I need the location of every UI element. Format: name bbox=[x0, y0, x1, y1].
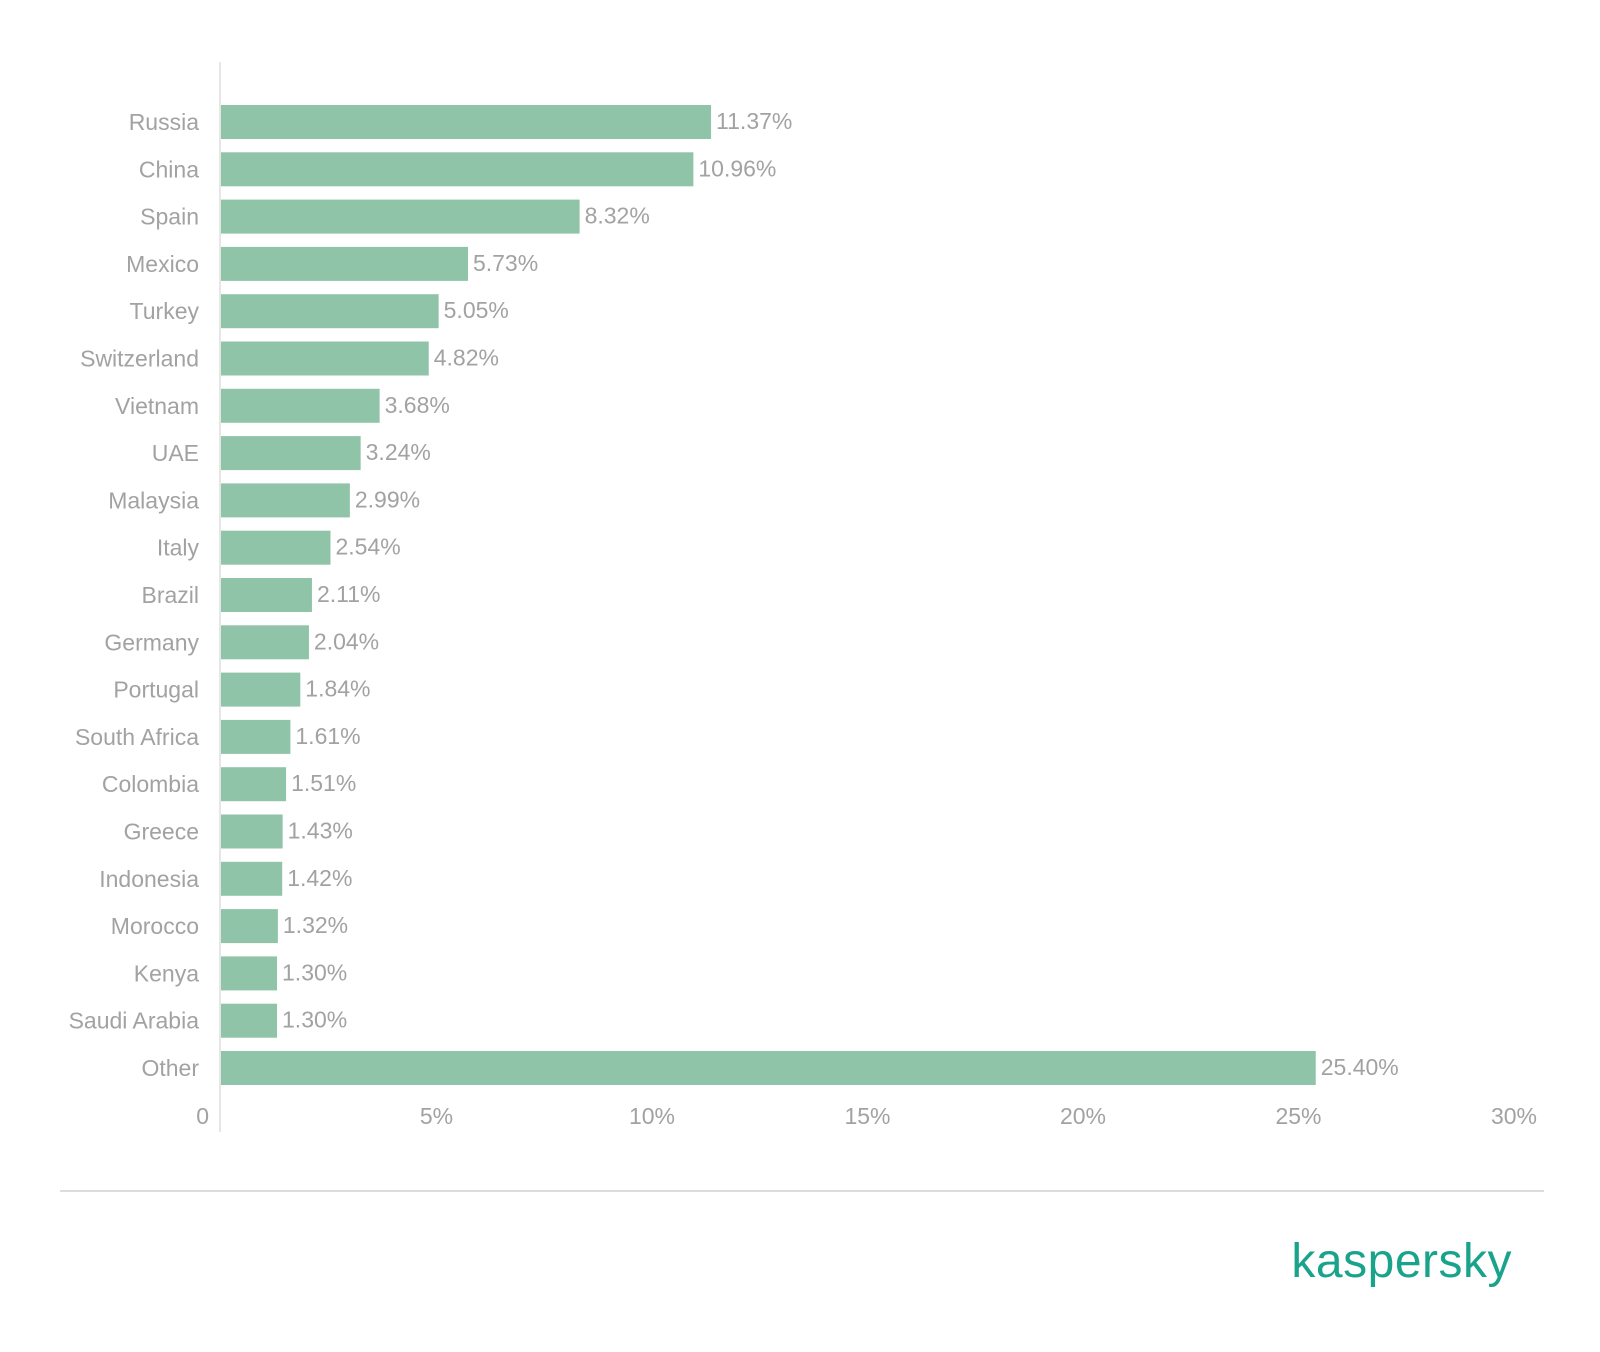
x-tick-label: 25% bbox=[1275, 1103, 1321, 1129]
category-label: Spain bbox=[140, 204, 199, 230]
category-label: Morocco bbox=[111, 913, 199, 939]
bar-germany bbox=[221, 625, 309, 660]
bar-malaysia bbox=[221, 483, 350, 518]
category-label: Greece bbox=[124, 819, 199, 845]
data-label: 1.84% bbox=[305, 676, 370, 702]
x-tick-label: 15% bbox=[844, 1103, 890, 1129]
data-label: 1.30% bbox=[282, 959, 347, 985]
bar-uae bbox=[221, 436, 361, 471]
category-label: Germany bbox=[104, 629, 199, 655]
category-label: Brazil bbox=[141, 582, 199, 608]
data-label: 2.99% bbox=[355, 486, 420, 512]
data-label: 2.04% bbox=[314, 628, 379, 654]
bar-italy bbox=[221, 530, 331, 565]
data-label: 25.40% bbox=[1321, 1054, 1399, 1080]
kaspersky-logo: kaspersky bbox=[1291, 1235, 1512, 1288]
category-label: Kenya bbox=[134, 960, 199, 986]
bar-other bbox=[221, 1051, 1316, 1085]
category-label: Italy bbox=[157, 535, 200, 561]
bar-brazil bbox=[221, 578, 312, 612]
data-label: 10.96% bbox=[698, 155, 776, 181]
x-tick-label: 20% bbox=[1060, 1103, 1106, 1129]
category-label: Portugal bbox=[113, 677, 199, 703]
category-label: South Africa bbox=[75, 724, 199, 750]
bar-vietnam bbox=[221, 388, 380, 423]
data-label: 4.82% bbox=[434, 345, 499, 371]
category-label: Mexico bbox=[126, 251, 199, 277]
bar-switzerland bbox=[221, 341, 429, 376]
x-tick-label: 10% bbox=[629, 1103, 675, 1129]
x-tick-label: 0 bbox=[196, 1103, 209, 1129]
divider-line bbox=[60, 1190, 1544, 1192]
category-label: UAE bbox=[152, 440, 199, 466]
data-label: 1.43% bbox=[288, 818, 353, 844]
category-label: Vietnam bbox=[115, 393, 199, 419]
category-label: Turkey bbox=[130, 298, 200, 324]
category-label: Malaysia bbox=[108, 487, 199, 513]
data-label: 2.54% bbox=[335, 534, 400, 560]
data-label: 1.42% bbox=[287, 865, 352, 891]
bar-kenya bbox=[221, 956, 278, 991]
bar-chart: Russia 11.37% China 10.96% Spain 8.32% Mexico 5… bbox=[69, 62, 1537, 1132]
category-label: Indonesia bbox=[99, 866, 199, 892]
data-label: 5.05% bbox=[444, 297, 509, 323]
bar-colombia bbox=[221, 767, 287, 802]
category-label: Switzerland bbox=[80, 346, 199, 372]
bar-saudi-arabia bbox=[221, 1003, 278, 1038]
data-label: 1.32% bbox=[283, 912, 348, 938]
bar-morocco bbox=[221, 909, 278, 944]
data-label: 8.32% bbox=[585, 203, 650, 229]
data-label: 11.37% bbox=[716, 108, 792, 134]
bar-indonesia bbox=[221, 861, 283, 896]
data-label: 1.61% bbox=[295, 723, 360, 749]
data-label: 5.73% bbox=[473, 250, 538, 276]
data-label: 2.11% bbox=[317, 581, 381, 607]
data-label: 1.30% bbox=[282, 1007, 347, 1033]
bar-china bbox=[221, 152, 694, 187]
bar-south-africa bbox=[221, 719, 291, 754]
x-tick-label: 5% bbox=[420, 1103, 453, 1129]
bar-portugal bbox=[221, 672, 301, 707]
bar-mexico bbox=[221, 246, 468, 281]
data-label: 3.68% bbox=[385, 392, 450, 418]
data-label: 1.51% bbox=[291, 770, 356, 796]
category-label: China bbox=[139, 156, 199, 182]
category-label: Russia bbox=[129, 109, 200, 135]
x-tick-label: 30% bbox=[1491, 1103, 1537, 1129]
category-label: Colombia bbox=[102, 771, 199, 797]
category-label: Other bbox=[141, 1055, 199, 1081]
bar-spain bbox=[221, 199, 580, 234]
data-label: 3.24% bbox=[366, 439, 431, 465]
category-label: Saudi Arabia bbox=[69, 1008, 200, 1034]
bar-greece bbox=[221, 814, 283, 849]
bar-turkey bbox=[221, 294, 439, 329]
bar-russia bbox=[221, 105, 712, 139]
